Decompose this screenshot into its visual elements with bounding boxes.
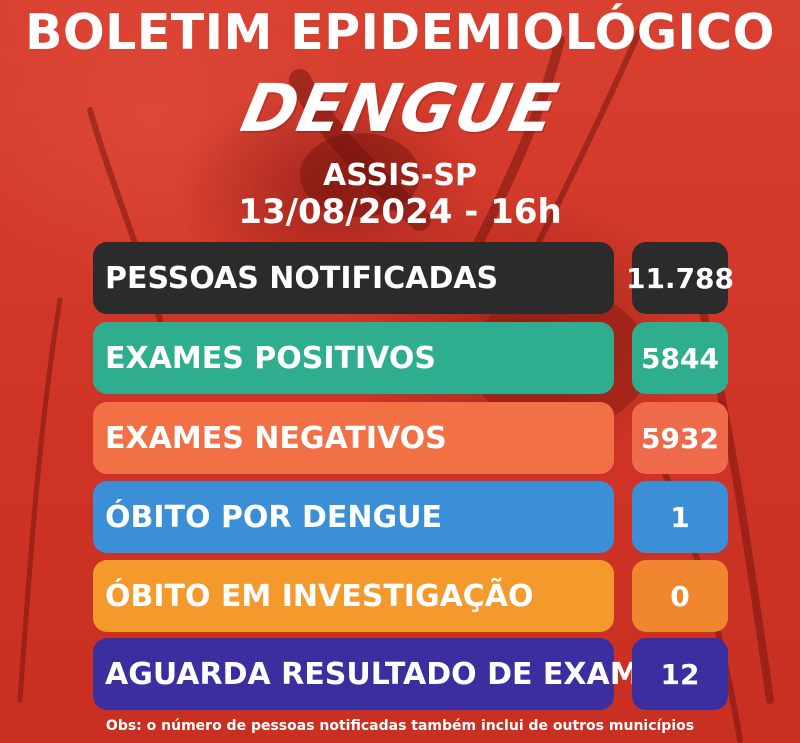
stat-value-awaiting: 12 — [632, 638, 728, 710]
datetime-label: 13/08/2024 - 16h — [238, 192, 562, 232]
stat-row-investigation: ÓBITO EM INVESTIGAÇÃO 0 — [0, 560, 800, 632]
disease-title: DENGUE — [234, 70, 566, 147]
stat-value-deaths: 1 — [632, 481, 728, 553]
stat-value-positive: 5844 — [632, 322, 728, 394]
stat-value-investigation: 0 — [632, 560, 728, 632]
stat-value-negative: 5932 — [632, 402, 728, 474]
bulletin-title: BOLETIM EPIDEMIOLÓGICO — [25, 4, 775, 61]
stat-label-negative: EXAMES NEGATIVOS — [93, 402, 614, 474]
stat-label-notified: PESSOAS NOTIFICADAS — [93, 242, 614, 314]
location-label: ASSIS-SP — [323, 158, 477, 193]
stat-label-awaiting: AGUARDA RESULTADO DE EXAME — [93, 638, 660, 710]
stat-row-notified: PESSOAS NOTIFICADAS 11.788 — [0, 242, 800, 314]
stat-value-notified: 11.788 — [626, 242, 734, 314]
stat-label-deaths: ÓBITO POR DENGUE — [93, 481, 614, 553]
stat-label-positive: EXAMES POSITIVOS — [93, 322, 614, 394]
stat-label-investigation: ÓBITO EM INVESTIGAÇÃO — [93, 560, 614, 632]
stat-row-awaiting: AGUARDA RESULTADO DE EXAME 12 — [0, 638, 800, 710]
stat-row-deaths: ÓBITO POR DENGUE 1 — [0, 481, 800, 553]
stat-row-positive: EXAMES POSITIVOS 5844 — [0, 322, 800, 394]
stat-row-negative: EXAMES NEGATIVOS 5932 — [0, 402, 800, 474]
footnote: Obs: o número de pessoas notificadas tam… — [105, 718, 695, 734]
